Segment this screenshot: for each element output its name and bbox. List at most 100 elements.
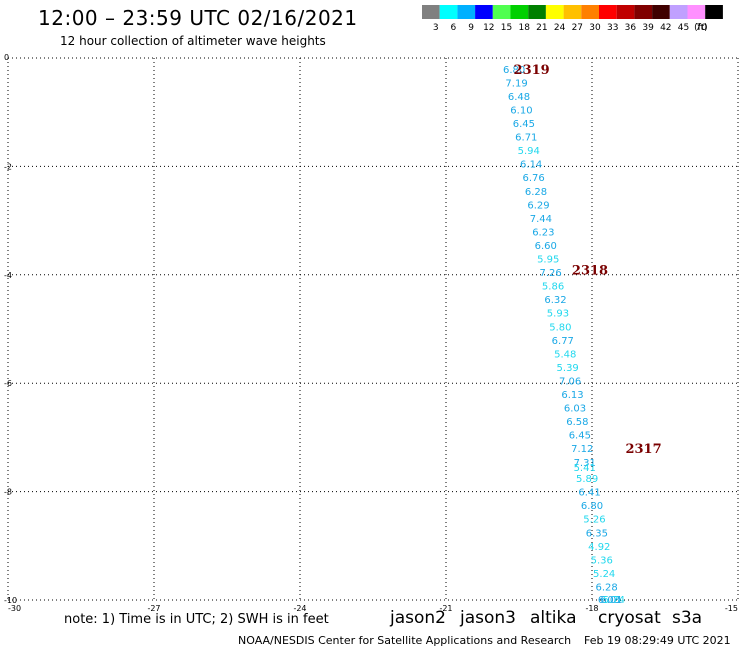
swh-value: 5.39 — [557, 363, 579, 374]
swh-value: 5.95 — [537, 255, 559, 266]
swh-value: 5.74 — [603, 595, 625, 606]
swh-value: 6.76 — [522, 173, 544, 184]
credit-line: NOAA/NESDIS Center for Satellite Applica… — [238, 634, 572, 647]
colorbar-swatch — [492, 5, 511, 19]
swh-value: 7.12 — [571, 444, 593, 455]
colorbar-swatch — [475, 5, 493, 19]
swh-value: 6.35 — [586, 528, 608, 539]
colorbar-swatch — [581, 5, 599, 19]
swh-value: 6.45 — [569, 431, 591, 442]
colorbar-swatch — [687, 5, 706, 19]
swh-value: 6.60 — [535, 241, 557, 252]
chart-title: 12:00 – 23:59 UTC 02/16/2021 — [38, 6, 358, 30]
swh-value: 7.19 — [505, 78, 527, 89]
colorbar-label: 36 — [625, 23, 637, 33]
swh-value: 6.29 — [527, 200, 549, 211]
swh-value: 6.03 — [564, 404, 586, 415]
colorbar-label: (ft) — [694, 23, 708, 33]
swh-value: 6.45 — [513, 119, 535, 130]
axis-tick-labels: -30 -27 -24 -21 -18 -15 0 -2 -4 -6 -8 -10 — [4, 53, 738, 613]
swh-value: 7.26 — [540, 268, 562, 279]
swh-value: 6.10 — [510, 105, 532, 116]
y-tick-label: -10 — [4, 596, 17, 605]
legend-jason2: jason2 — [390, 608, 446, 628]
colorbar-label: 21 — [536, 23, 547, 33]
colorbar-label: 9 — [468, 23, 474, 33]
colorbar-swatch — [669, 5, 688, 19]
legend-altika: altika — [530, 608, 577, 628]
legend-s3a: s3a — [672, 608, 703, 628]
footnote: note: 1) Time is in UTC; 2) SWH is in fe… — [64, 612, 329, 627]
swh-value: 6.28 — [595, 582, 617, 593]
swh-value: 7.06 — [559, 376, 581, 387]
colorbar-swatch — [634, 5, 653, 19]
x-tick-label: -30 — [8, 604, 21, 613]
swh-value: 5.36 — [591, 555, 613, 566]
x-tick-label: -15 — [725, 604, 738, 613]
colorbar-swatch — [616, 5, 635, 19]
pass-number: 2317 — [625, 442, 661, 457]
colorbar-swatch — [599, 5, 617, 19]
y-tick-label: -4 — [4, 271, 12, 280]
colorbar-swatch — [545, 5, 564, 19]
colorbar-label: 15 — [501, 23, 512, 33]
swh-value: 6.03 — [598, 595, 620, 606]
swh-value: 5.41 — [574, 463, 596, 474]
swh-value: 6.48 — [508, 92, 530, 103]
y-tick-label: -6 — [4, 379, 12, 388]
swh-value: 5.89 — [576, 474, 598, 485]
colorbar-label: 24 — [554, 23, 566, 33]
colorbar-label: 45 — [678, 23, 689, 33]
colorbar-swatch — [457, 5, 476, 19]
swh-value: 6.23 — [532, 227, 554, 238]
colorbar-label: 33 — [607, 23, 618, 33]
colorbar-label: 39 — [642, 23, 654, 33]
colorbar-swatch — [510, 5, 529, 19]
colorbar-swatch — [439, 5, 458, 19]
pass-number: 2318 — [572, 263, 608, 278]
x-tick-label: -27 — [147, 604, 160, 613]
generated-timestamp: Feb 19 08:29:49 UTC 2021 — [584, 634, 731, 647]
swh-value: 6.01 — [600, 595, 622, 606]
swh-value: 5.48 — [554, 349, 576, 360]
y-tick-label: 0 — [4, 53, 9, 62]
colorbar-swatch — [652, 5, 670, 19]
legend-cryosat: cryosat — [598, 608, 661, 628]
swh-value: 7.31 — [574, 458, 596, 469]
colorbar-label: 3 — [433, 23, 439, 33]
swh-value: 6.71 — [515, 133, 537, 144]
colorbar-swatch — [563, 5, 582, 19]
x-tick-label: -18 — [585, 604, 598, 613]
pass-number: 2319 — [514, 63, 550, 78]
colorbar-swatch — [528, 5, 546, 19]
colorbar-swatch — [705, 5, 723, 19]
data-points: 6.80 7.19 6.48 6.10 6.45 6.71 5.94 6.14 6.76 6.28… — [503, 65, 625, 606]
swh-value: 5.86 — [542, 282, 564, 293]
swh-value: 5.93 — [547, 309, 569, 320]
colorbar-label: 42 — [660, 23, 671, 33]
x-tick-label: -21 — [439, 604, 452, 613]
colorbar-label: 27 — [572, 23, 583, 33]
swh-value: 6.41 — [578, 488, 600, 499]
x-tick-label: -24 — [293, 604, 306, 613]
swh-value: 5.24 — [593, 569, 615, 580]
swh-value: 5.94 — [518, 146, 540, 157]
pass-labels: 2319 2318 2317 — [514, 63, 662, 457]
swh-value: 6.14 — [520, 160, 542, 171]
swh-value: 6.13 — [561, 390, 583, 401]
swh-value: 6.80 — [581, 501, 603, 512]
y-tick-label: -8 — [4, 488, 12, 497]
legend-jason3: jason3 — [460, 608, 516, 628]
swh-value: 6.32 — [544, 295, 566, 306]
swh-value: 4.92 — [588, 542, 610, 553]
swh-value: 6.80 — [503, 65, 525, 76]
colorbar-swatch — [422, 5, 440, 19]
swh-value: 6.28 — [525, 187, 547, 198]
grid-lines — [7, 57, 739, 601]
colorbar-label: 6 — [451, 23, 457, 33]
colorbar-label: 18 — [518, 23, 530, 33]
colorbar-legend: 3 6 9 12 15 18 21 24 27 30 33 36 39 42 45 70(ft) — [422, 5, 723, 33]
swh-value: 6.58 — [566, 417, 588, 428]
colorbar-label: 12 — [483, 23, 494, 33]
